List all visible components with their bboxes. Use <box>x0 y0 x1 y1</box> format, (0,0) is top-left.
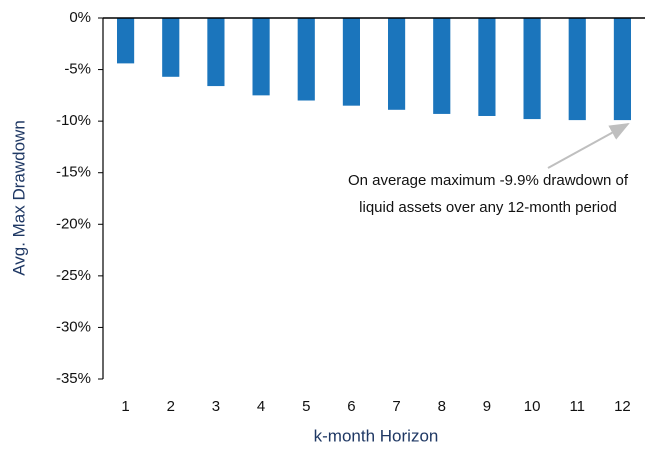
x-tick-label: 9 <box>483 398 491 415</box>
y-tick-label: -10% <box>56 112 91 129</box>
annotation-arrow <box>547 123 630 169</box>
y-axis-title: Avg. Max Drawdown <box>9 120 28 276</box>
x-tick-label: 5 <box>302 398 310 415</box>
bar <box>523 18 541 120</box>
bar <box>342 18 360 106</box>
y-tick-label: -25% <box>56 267 91 284</box>
x-tick-label: 6 <box>347 398 355 415</box>
x-tick-label: 4 <box>257 398 265 415</box>
x-tick-label: 11 <box>569 398 585 415</box>
x-tick-label: 7 <box>392 398 400 415</box>
bar <box>613 18 631 121</box>
annotation-line: On average maximum -9.9% drawdown of <box>348 172 629 189</box>
bar <box>162 18 180 77</box>
y-tick-label: -30% <box>56 318 91 335</box>
y-tick-label: -35% <box>56 370 91 387</box>
y-tick-label: 0% <box>69 9 91 26</box>
bar <box>252 18 270 96</box>
y-tick-label: -15% <box>56 164 91 181</box>
y-tick-label: -20% <box>56 215 91 232</box>
x-tick-label: 12 <box>614 398 631 415</box>
bar <box>388 18 406 110</box>
bar <box>568 18 586 121</box>
x-tick-label: 10 <box>524 398 541 415</box>
bar <box>433 18 451 114</box>
annotation-line: liquid assets over any 12-month period <box>359 199 617 216</box>
x-tick-label: 8 <box>438 398 446 415</box>
bar <box>478 18 496 116</box>
x-tick-label: 1 <box>121 398 129 415</box>
bar <box>297 18 315 101</box>
x-axis-title: k-month Horizon <box>314 426 439 445</box>
x-tick-label: 2 <box>167 398 175 415</box>
bar <box>117 18 135 64</box>
bar <box>207 18 225 87</box>
x-tick-label: 3 <box>212 398 220 415</box>
y-tick-label: -5% <box>64 61 91 78</box>
